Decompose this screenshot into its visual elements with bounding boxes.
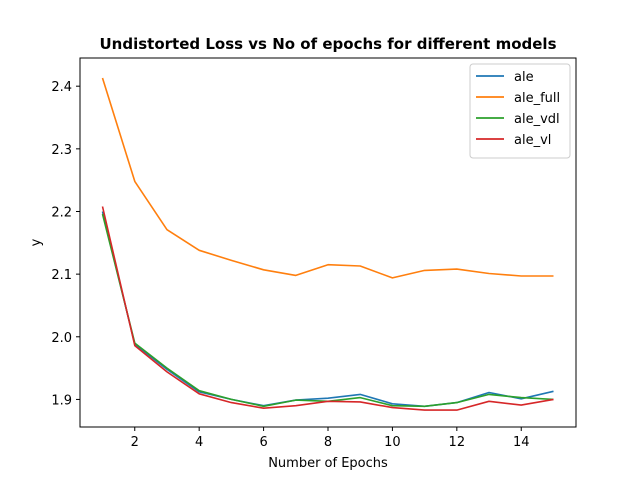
- legend: ale ale_full ale_vdl ale_vl: [469, 63, 571, 159]
- series-line-ale-vl: [101, 206, 554, 411]
- y-tick-label: 2.4: [51, 80, 72, 95]
- legend-label-ale-vl: ale_vl: [514, 133, 551, 148]
- x-tick-label: 8: [324, 435, 332, 450]
- y-tick-label: 2.0: [51, 331, 72, 346]
- series-line-ale-full: [101, 77, 554, 279]
- plot-area: [101, 77, 554, 411]
- y-axis-label: y: [29, 238, 44, 246]
- y-tick-label: 2.3: [51, 143, 72, 158]
- x-tick-label: 4: [195, 435, 203, 450]
- x-tick-label: 14: [513, 435, 530, 450]
- x-axis: 2 4 6 8 10 12 14: [131, 427, 530, 450]
- legend-label-ale-full: ale_full: [514, 91, 560, 106]
- legend-label-ale-vdl: ale_vdl: [514, 112, 560, 127]
- y-tick-label: 1.9: [51, 393, 72, 408]
- y-axis: 1.9 2.0 2.1 2.2 2.3 2.4: [51, 80, 80, 408]
- chart-title: Undistorted Loss vs No of epochs for dif…: [100, 35, 557, 53]
- x-tick-label: 12: [449, 435, 466, 450]
- x-tick-label: 6: [259, 435, 267, 450]
- y-tick-label: 2.2: [51, 205, 72, 220]
- legend-box: [469, 63, 571, 159]
- x-axis-label: Number of Epochs: [268, 456, 388, 471]
- y-tick-label: 2.1: [51, 268, 72, 283]
- x-tick-label: 10: [384, 435, 401, 450]
- series-line-ale: [101, 211, 554, 408]
- legend-label-ale: ale: [514, 70, 534, 85]
- x-tick-label: 2: [131, 435, 139, 450]
